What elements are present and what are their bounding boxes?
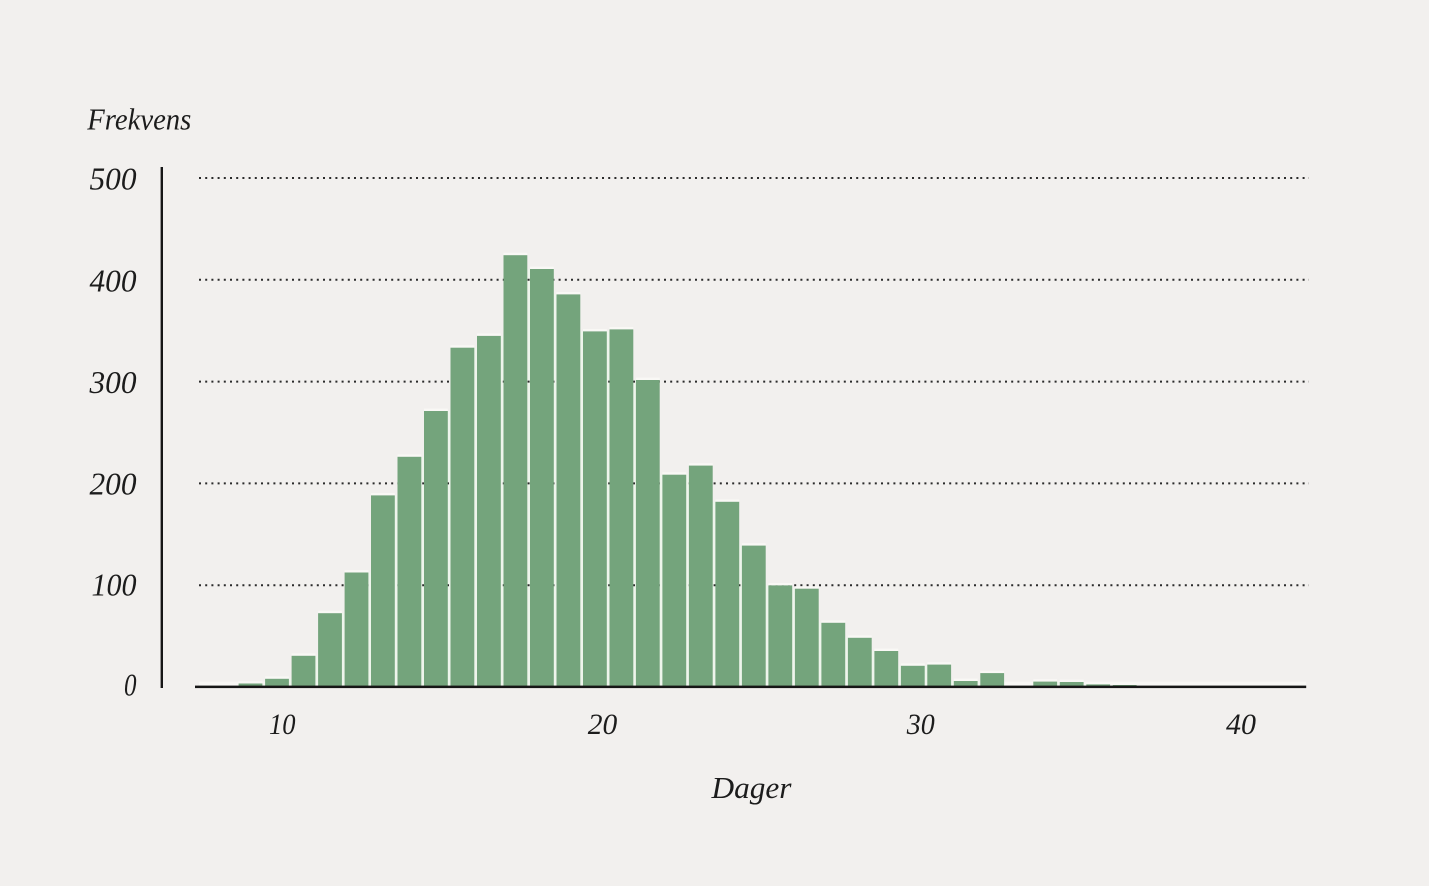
svg-text:200: 200: [90, 465, 137, 501]
svg-text:100: 100: [92, 567, 137, 603]
svg-text:500: 500: [90, 161, 137, 197]
svg-text:400: 400: [90, 263, 137, 299]
svg-text:0: 0: [124, 666, 137, 702]
svg-text:30: 30: [906, 708, 935, 741]
svg-text:Dager: Dager: [710, 770, 792, 805]
svg-text:Frekvens: Frekvens: [86, 102, 191, 137]
svg-text:300: 300: [89, 364, 137, 400]
svg-text:10: 10: [269, 708, 296, 741]
svg-text:40: 40: [1226, 708, 1256, 741]
svg-text:20: 20: [588, 708, 618, 741]
